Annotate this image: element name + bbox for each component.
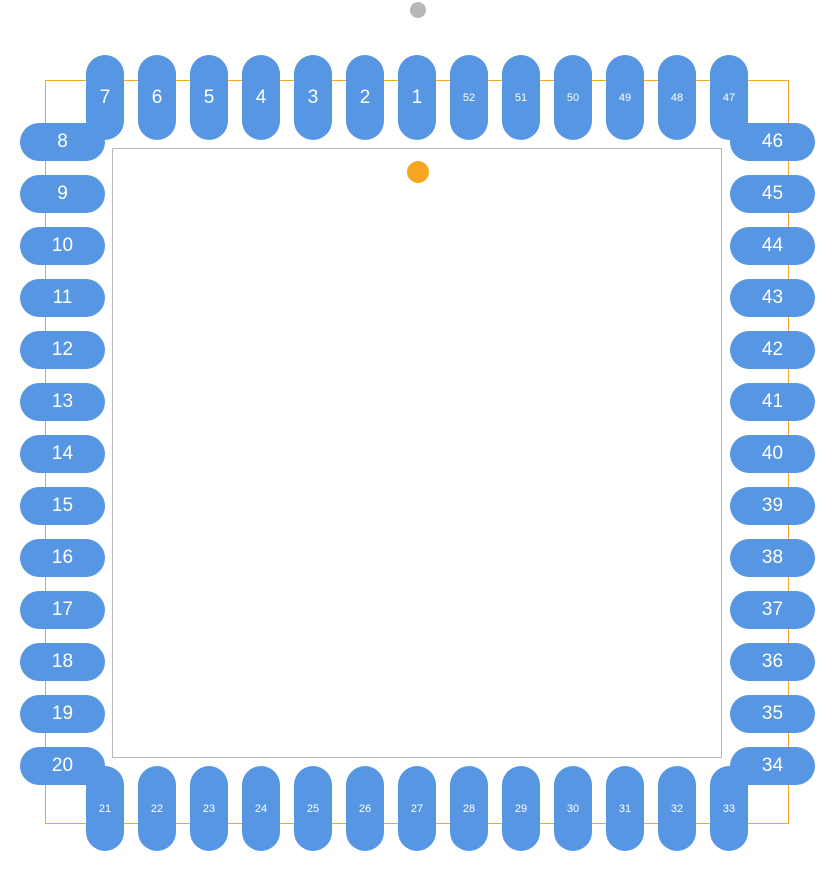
pin-4: 4: [242, 55, 280, 140]
pin-14: 14: [20, 435, 105, 473]
pin1-indicator-dot: [407, 161, 429, 183]
pin-13: 13: [20, 383, 105, 421]
pin-25: 25: [294, 766, 332, 851]
pin-12: 12: [20, 331, 105, 369]
pin-50: 50: [554, 55, 592, 140]
pin-15: 15: [20, 487, 105, 525]
pin-44: 44: [730, 227, 815, 265]
pin-38: 38: [730, 539, 815, 577]
orientation-dot-top: [410, 2, 426, 18]
pin-35: 35: [730, 695, 815, 733]
pin-51: 51: [502, 55, 540, 140]
package-body: [112, 148, 722, 758]
pin-39: 39: [730, 487, 815, 525]
pin-19: 19: [20, 695, 105, 733]
pin-49: 49: [606, 55, 644, 140]
pin-10: 10: [20, 227, 105, 265]
pin-20: 20: [20, 747, 105, 785]
pin-26: 26: [346, 766, 384, 851]
pin-22: 22: [138, 766, 176, 851]
pin-9: 9: [20, 175, 105, 213]
pin-5: 5: [190, 55, 228, 140]
pin-45: 45: [730, 175, 815, 213]
pin-48: 48: [658, 55, 696, 140]
pin-43: 43: [730, 279, 815, 317]
pin-24: 24: [242, 766, 280, 851]
pin-37: 37: [730, 591, 815, 629]
pin-3: 3: [294, 55, 332, 140]
pin-11: 11: [20, 279, 105, 317]
pin-40: 40: [730, 435, 815, 473]
pin-23: 23: [190, 766, 228, 851]
pin-18: 18: [20, 643, 105, 681]
pin-41: 41: [730, 383, 815, 421]
pin-28: 28: [450, 766, 488, 851]
pin-30: 30: [554, 766, 592, 851]
pin-1: 1: [398, 55, 436, 140]
pin-8: 8: [20, 123, 105, 161]
pin-31: 31: [606, 766, 644, 851]
pin-2: 2: [346, 55, 384, 140]
pin-36: 36: [730, 643, 815, 681]
pin-17: 17: [20, 591, 105, 629]
pin-16: 16: [20, 539, 105, 577]
pin-42: 42: [730, 331, 815, 369]
pin-34: 34: [730, 747, 815, 785]
pin-27: 27: [398, 766, 436, 851]
pin-46: 46: [730, 123, 815, 161]
pin-6: 6: [138, 55, 176, 140]
pin-29: 29: [502, 766, 540, 851]
pin-52: 52: [450, 55, 488, 140]
pin-32: 32: [658, 766, 696, 851]
